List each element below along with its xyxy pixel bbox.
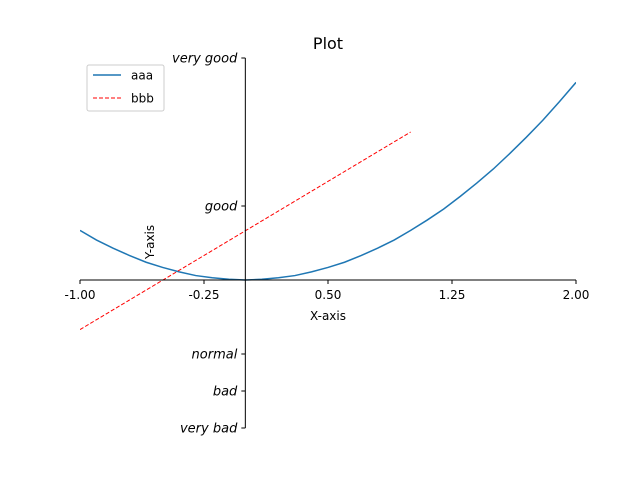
- y-tick-label: good: [205, 200, 238, 215]
- chart-title: Plot: [313, 34, 343, 53]
- y-axis-label: Y-axis: [143, 225, 157, 260]
- legend-frame: [86, 64, 165, 112]
- x-tick-label: -0.25: [188, 288, 219, 302]
- y-tick-label: bad: [213, 385, 238, 400]
- series-line-aaa: [80, 81, 576, 281]
- x-axis-label: X-axis: [310, 309, 346, 323]
- legend: aaa bbb: [86, 64, 165, 112]
- x-tick-layer: -1.00 -0.25 0.50 1.25 2.00: [64, 280, 589, 302]
- y-tick-label: very good: [172, 52, 238, 67]
- x-tick-label: 1.25: [439, 288, 466, 302]
- legend-label-aaa: aaa: [131, 69, 153, 83]
- y-tick-label: normal: [192, 348, 238, 363]
- x-tick-label: 0.50: [315, 288, 342, 302]
- x-tick-label: 2.00: [563, 288, 590, 302]
- x-tick-label: -1.00: [64, 288, 95, 302]
- y-tick-label: very bad: [180, 422, 238, 437]
- y-tick-layer: very bad bad normal good very good: [172, 52, 246, 437]
- legend-label-bbb: bbb: [131, 92, 154, 106]
